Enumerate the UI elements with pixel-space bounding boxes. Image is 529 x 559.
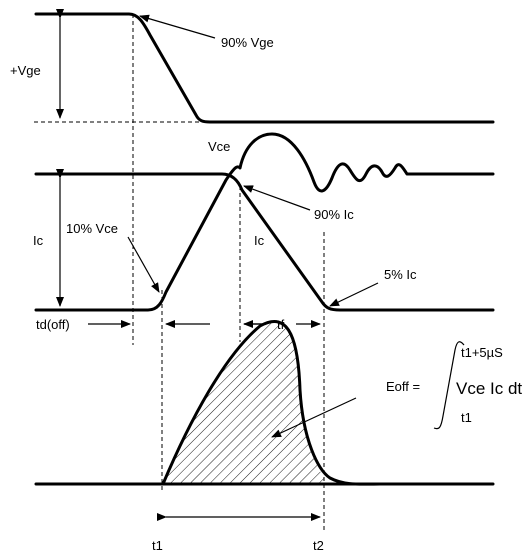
- eoff-label: Eoff =: [386, 379, 420, 394]
- integral-lower-limit: t1: [461, 410, 472, 425]
- ic-5-pointer: [329, 282, 379, 307]
- vge-waveform: [34, 12, 495, 124]
- t2-label: t2: [313, 538, 324, 553]
- vce-10-label: 10% Vce: [66, 221, 118, 236]
- ic-waveform: [34, 172, 495, 312]
- ic-5-label: 5% Ic: [384, 267, 417, 282]
- td-off-label: td(off): [36, 317, 70, 332]
- eoff-pointer: [271, 397, 357, 438]
- vge-90-pointer: [139, 14, 216, 39]
- integral-body: Vce Ic dt: [456, 379, 522, 398]
- vge-90-label: 90% Vge: [221, 35, 274, 50]
- vce-label: Vce: [208, 139, 230, 154]
- t1-label: t1: [152, 538, 163, 553]
- energy-waveform: [161, 320, 382, 486]
- eoff-hatched-area: [163, 321, 328, 484]
- ic-axis-label: Ic: [33, 233, 44, 248]
- integral-upper-limit: t1+5µS: [461, 345, 503, 360]
- ic-90-pointer: [243, 185, 311, 211]
- ic-90-label: 90% Ic: [314, 207, 354, 222]
- vce-10-pointer: [127, 236, 160, 293]
- vce-waveform: [34, 132, 495, 312]
- vge-label: +Vge: [10, 63, 41, 78]
- ic-fall-label: Ic: [254, 233, 265, 248]
- integral-sign: [433, 341, 465, 430]
